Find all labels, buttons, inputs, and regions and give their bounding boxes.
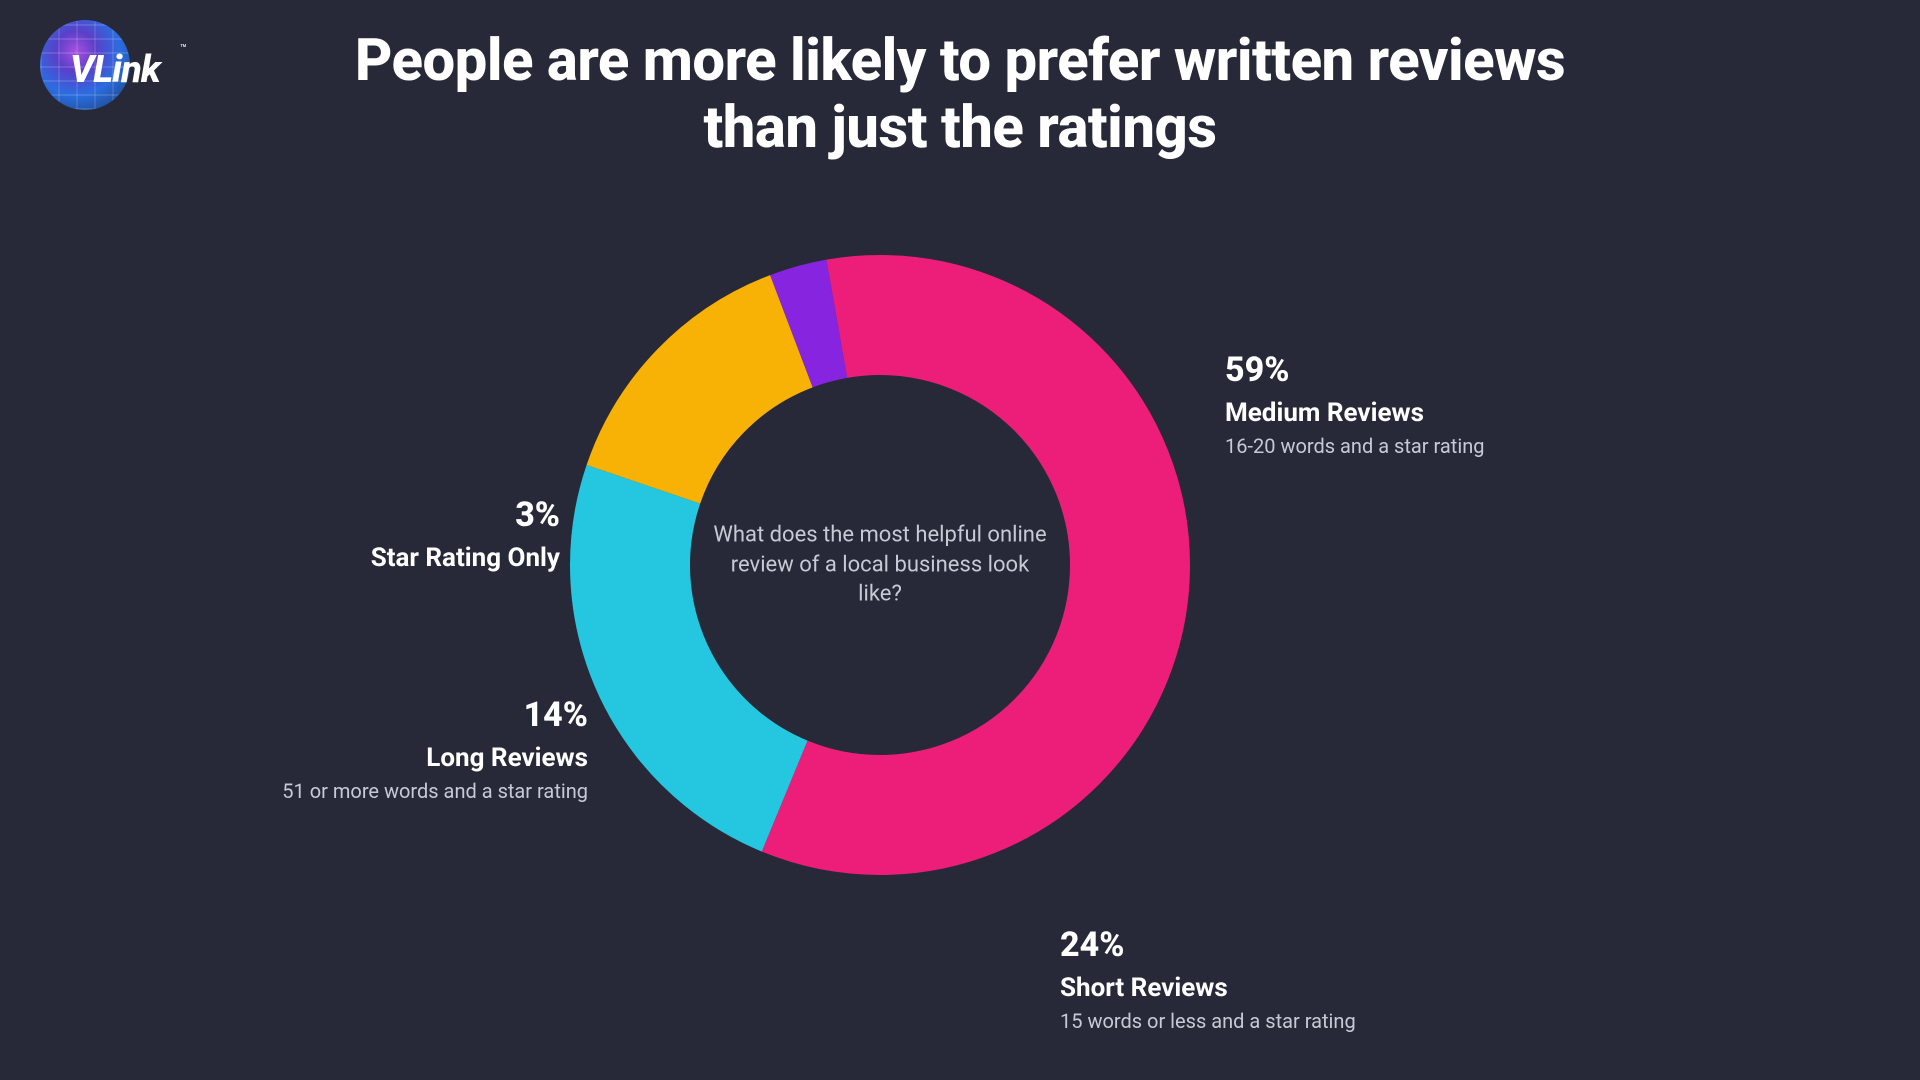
callout-star: 3% Star Rating Only xyxy=(300,495,560,579)
name-short: Short Reviews xyxy=(1060,973,1356,1003)
page-title: People are more likely to prefer written… xyxy=(310,28,1610,161)
pct-star: 3% xyxy=(300,495,560,535)
callout-long: 14% Long Reviews 51 or more words and a … xyxy=(238,695,588,803)
name-star: Star Rating Only xyxy=(300,543,560,573)
brand-name: VLink xyxy=(70,48,160,92)
desc-short: 15 words or less and a star rating xyxy=(1060,1009,1356,1033)
pct-short: 24% xyxy=(1060,925,1356,965)
desc-long: 51 or more words and a star rating xyxy=(238,779,588,803)
donut-center-text: What does the most helpful online review… xyxy=(710,520,1050,609)
brand-logo: VLink ™ xyxy=(40,20,190,120)
pct-long: 14% xyxy=(238,695,588,735)
donut-chart: What does the most helpful online review… xyxy=(570,255,1190,875)
callout-short: 24% Short Reviews 15 words or less and a… xyxy=(1060,925,1356,1033)
desc-medium: 16-20 words and a star rating xyxy=(1225,434,1484,458)
pct-medium: 59% xyxy=(1225,350,1484,390)
callout-medium: 59% Medium Reviews 16-20 words and a sta… xyxy=(1225,350,1484,458)
brand-tm: ™ xyxy=(180,42,187,55)
name-medium: Medium Reviews xyxy=(1225,398,1484,428)
name-long: Long Reviews xyxy=(238,743,588,773)
